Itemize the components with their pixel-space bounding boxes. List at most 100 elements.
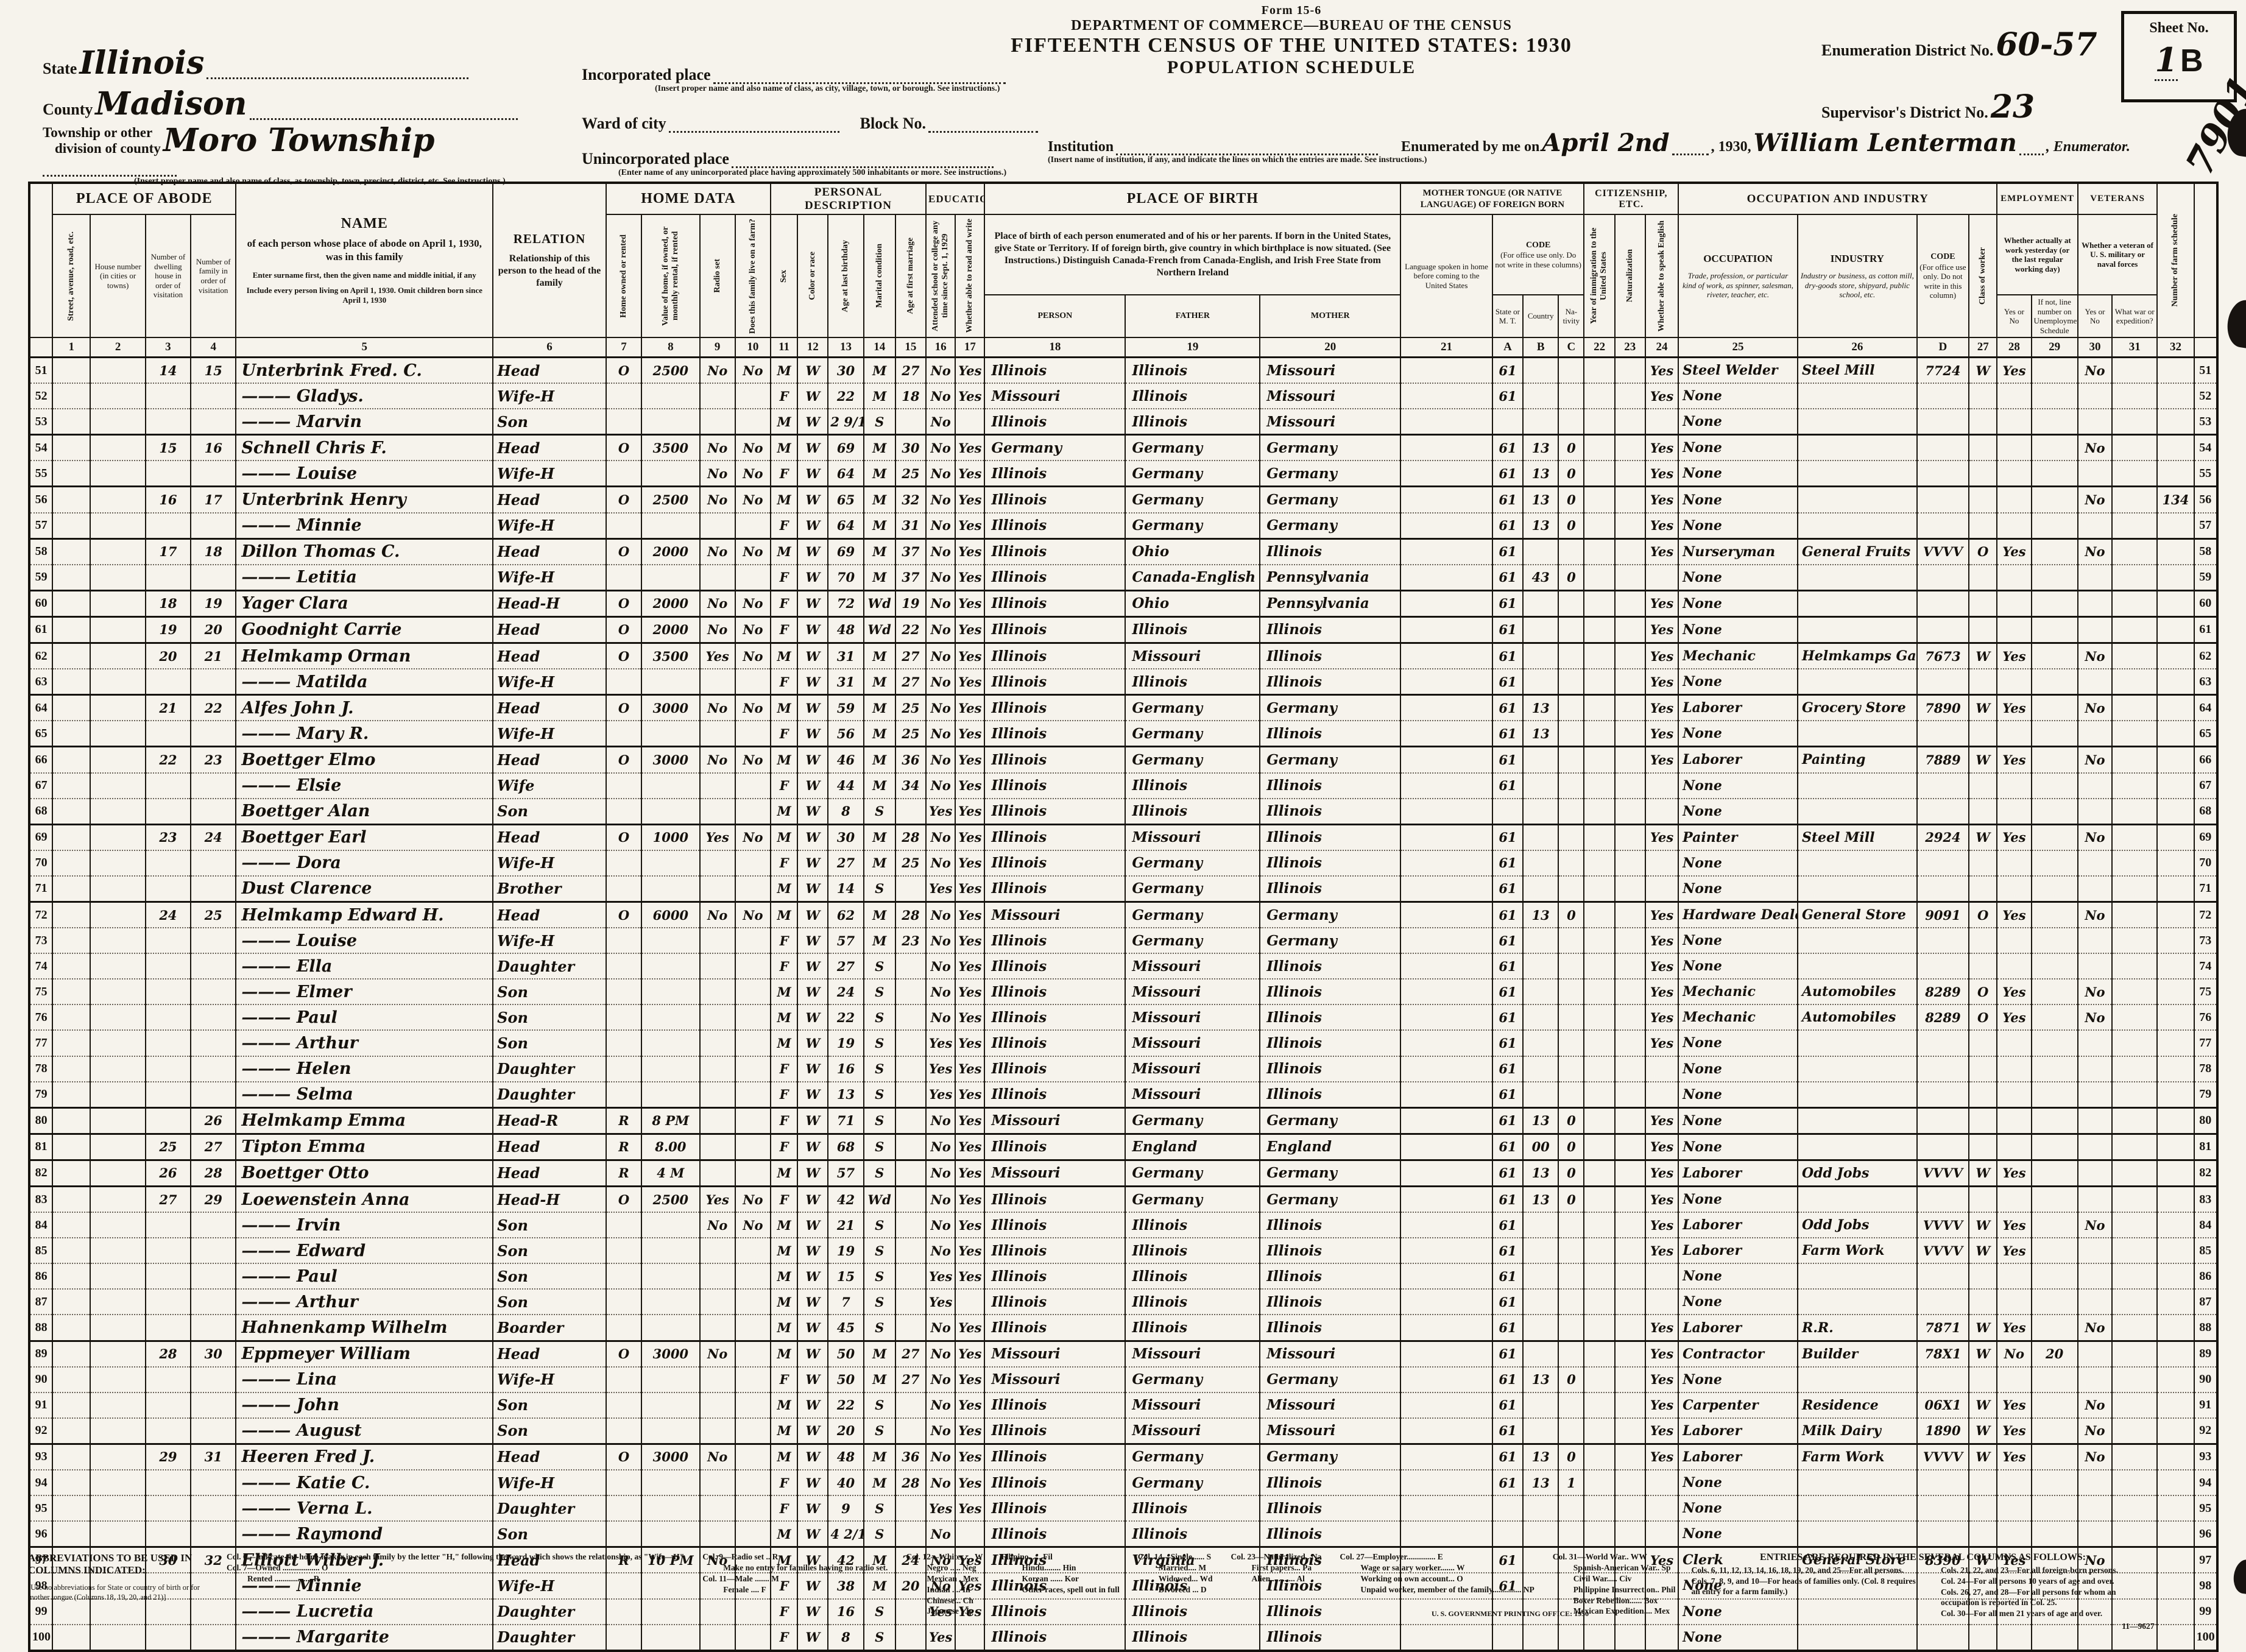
column-number: 19: [1125, 337, 1261, 358]
cell-cC: [1558, 1289, 1585, 1316]
cell-fs: [2156, 669, 2195, 696]
cell-age: 22: [827, 1392, 864, 1419]
cell-cl: [1968, 1030, 1998, 1057]
cell-v30: [2077, 721, 2113, 747]
cell-name: ——— August: [235, 1417, 494, 1445]
cell-st: [52, 1366, 91, 1393]
cell-cr: W: [797, 564, 829, 591]
cell-cl: W: [1968, 823, 1998, 851]
cell-ind: R.R.: [1796, 1315, 1918, 1342]
cell-name: Yager Clara: [235, 589, 494, 618]
cell-o: [605, 1624, 643, 1651]
sheet-letter: B: [2180, 43, 2203, 79]
cell-sch: Yes: [925, 1263, 956, 1290]
cell-r: [699, 1417, 736, 1445]
cell-ms: S: [863, 1495, 896, 1522]
cell-ind: Helmkamps Garage: [1796, 642, 1918, 670]
cell-ind: [1796, 1598, 1918, 1625]
cell-f: 30: [190, 1340, 237, 1368]
cell-age: 57: [827, 928, 864, 955]
cell-y22: [1583, 1004, 1616, 1031]
cell-hn: [90, 953, 146, 980]
cell-sch: No: [925, 1442, 956, 1471]
cell-cd: VVVV: [1916, 1442, 1970, 1471]
entries-line: Cols. 7, 8, 9, and 10—For heads of famil…: [1691, 1576, 1916, 1596]
cell-cl: [1968, 928, 1998, 955]
cell-f: [190, 1417, 237, 1445]
cell-rel: Wife-H: [492, 461, 607, 487]
col-marital: Marital condition: [863, 214, 896, 338]
cell-ms: S: [863, 1315, 896, 1342]
cell-d: [144, 564, 192, 591]
cell-name: Boettger Earl: [235, 823, 494, 851]
cell-e28: [1996, 512, 2032, 540]
cell-cl: [1968, 1132, 1998, 1161]
cell-mt: [1400, 979, 1493, 1006]
cell-y22: [1583, 1106, 1616, 1135]
cell-fm: No: [734, 823, 771, 851]
cell-n: 100: [28, 1624, 54, 1651]
cell-d: [144, 1212, 192, 1239]
cell-v31: [2111, 900, 2158, 929]
cell-bm: Illinois: [1259, 721, 1402, 747]
cell-fs: [2156, 564, 2195, 591]
cell-hn: [90, 564, 146, 591]
school-label: Attended school or college any time sinc…: [931, 221, 950, 331]
cell-cA: 61: [1491, 1417, 1524, 1445]
cell-sch: No: [925, 1212, 956, 1239]
cell-o: [605, 1495, 643, 1522]
cell-f: [190, 1289, 237, 1316]
cell-cd: [1916, 589, 1970, 618]
cell-v30: [2077, 953, 2113, 980]
cell-fs: [2156, 1238, 2195, 1265]
cell-e28: [1996, 1495, 2032, 1522]
cell-sch: Yes: [925, 1624, 956, 1651]
cell-e29: [2030, 979, 2078, 1006]
cell-d: [144, 1081, 192, 1109]
cell-age: 30: [827, 823, 864, 851]
cell-cd: 78X1: [1916, 1340, 1970, 1368]
enumerated-label: Enumerated by me on: [1401, 139, 1540, 155]
cell-e29: [2030, 1263, 2078, 1290]
cell-name: ——— Marvin: [235, 409, 494, 436]
cell-rel: Daughter: [492, 1056, 607, 1082]
cell-bm: Germany: [1259, 900, 1402, 929]
cell-rw: Yes: [955, 564, 986, 591]
cell-cr: W: [797, 1546, 829, 1574]
abbreviation-line: Col. 11—Male ....... M: [702, 1573, 779, 1583]
cell-n: 61: [2193, 615, 2219, 644]
cell-rel: Son: [492, 1521, 607, 1548]
cell-ms: S: [863, 1106, 896, 1135]
cell-bf: Germany: [1125, 694, 1261, 722]
cell-v31: [2111, 1573, 2158, 1600]
column-number: 30: [2077, 337, 2113, 358]
cell-f: 27: [190, 1132, 237, 1161]
cell-v: [641, 409, 701, 436]
cell-mt: [1400, 669, 1493, 696]
cell-cd: 1890: [1916, 1417, 1970, 1445]
cell-bf: Illinois: [1125, 1263, 1261, 1290]
cell-n23: [1614, 512, 1646, 540]
abbreviation-line: Spanish-American War.. Sp: [1573, 1562, 1671, 1572]
cell-d: [144, 979, 192, 1006]
cell-hn: [90, 485, 146, 514]
cell-r: [699, 928, 736, 955]
cell-cl: W: [1968, 1546, 1998, 1574]
cell-e29: [2030, 409, 2078, 436]
cell-hn: [90, 1315, 146, 1342]
cell-occ: Laborer: [1678, 1417, 1798, 1445]
abbreviation-line: Wage or salary worker....... W: [1360, 1562, 1465, 1572]
cell-rw: Yes: [955, 1004, 986, 1031]
cell-bf: Illinois: [1125, 1495, 1261, 1522]
cell-sx: F: [769, 721, 799, 747]
cell-ms: M: [863, 850, 896, 877]
cell-ms: M: [863, 1340, 896, 1368]
cell-o: [605, 953, 643, 980]
col-speak-english: Whether able to speak English: [1644, 214, 1679, 338]
cell-ind: Steel Mill: [1796, 356, 1918, 384]
cell-cd: [1916, 1030, 1970, 1057]
cell-o: O: [605, 537, 643, 565]
cell-bf: Missouri: [1125, 1392, 1261, 1419]
cell-n: 95: [28, 1495, 54, 1522]
cell-cC: [1558, 642, 1585, 670]
